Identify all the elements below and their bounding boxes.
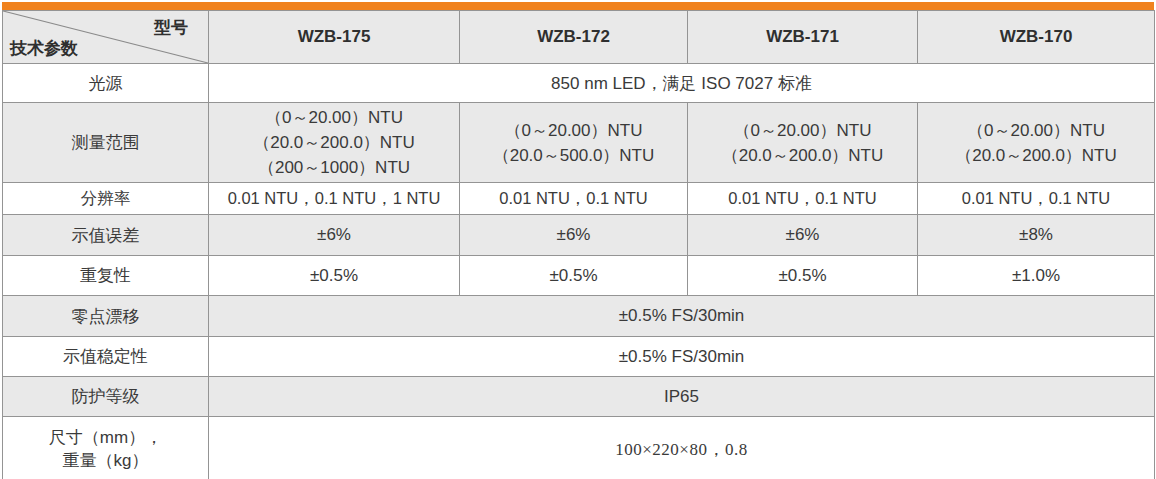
measure-range-wzb-175: （0～20.00）NTU （20.0～200.0）NTU （200～1000）N… bbox=[209, 103, 460, 183]
repeatability-wzb-175: ±0.5% bbox=[209, 256, 460, 296]
row-label: 防护等级 bbox=[3, 377, 209, 417]
row-label: 重复性 bbox=[3, 256, 209, 296]
row-protection-rating: 防护等级 IP65 bbox=[3, 377, 1155, 417]
resolution-wzb-171: 0.01 NTU，0.1 NTU bbox=[688, 183, 918, 215]
row-light-source: 光源 850 nm LED，满足 ISO 7027 标准 bbox=[3, 64, 1155, 103]
row-label: 测量范围 bbox=[3, 103, 209, 183]
indication-error-wzb-172: ±6% bbox=[460, 215, 688, 256]
repeatability-wzb-170: ±1.0% bbox=[918, 256, 1155, 296]
resolution-wzb-170: 0.01 NTU，0.1 NTU bbox=[918, 183, 1155, 215]
indication-error-wzb-170: ±8% bbox=[918, 215, 1155, 256]
model-header-wzb-175: WZB-175 bbox=[209, 11, 460, 64]
row-label: 光源 bbox=[3, 64, 209, 103]
row-resolution: 分辨率 0.01 NTU，0.1 NTU，1 NTU 0.01 NTU，0.1 … bbox=[3, 183, 1155, 215]
corner-label-model: 型号 bbox=[154, 16, 188, 39]
row-repeatability: 重复性 ±0.5% ±0.5% ±0.5% ±1.0% bbox=[3, 256, 1155, 296]
indication-error-wzb-171: ±6% bbox=[688, 215, 918, 256]
resolution-wzb-172: 0.01 NTU，0.1 NTU bbox=[460, 183, 688, 215]
repeatability-wzb-172: ±0.5% bbox=[460, 256, 688, 296]
accent-top-bar bbox=[2, 2, 1154, 10]
technical-parameters-table: 型号 技术参数 WZB-175 WZB-172 WZB-171 WZB-170 … bbox=[2, 10, 1155, 479]
measure-range-wzb-171: （0～20.00）NTU （20.0～200.0）NTU bbox=[688, 103, 918, 183]
resolution-wzb-175: 0.01 NTU，0.1 NTU，1 NTU bbox=[209, 183, 460, 215]
row-label: 零点漂移 bbox=[3, 296, 209, 337]
model-header-wzb-170: WZB-170 bbox=[918, 11, 1155, 64]
row-label: 示值稳定性 bbox=[3, 337, 209, 377]
spec-sheet-page: 型号 技术参数 WZB-175 WZB-172 WZB-171 WZB-170 … bbox=[0, 0, 1156, 479]
measure-range-wzb-172: （0～20.00）NTU （20.0～500.0）NTU bbox=[460, 103, 688, 183]
row-label: 示值误差 bbox=[3, 215, 209, 256]
corner-header-cell: 型号 技术参数 bbox=[3, 11, 209, 64]
dimensions-weight-value: 100×220×80，0.8 bbox=[209, 417, 1155, 479]
corner-label-tech-params: 技术参数 bbox=[10, 37, 78, 60]
row-indication-error: 示值误差 ±6% ±6% ±6% ±8% bbox=[3, 215, 1155, 256]
row-zero-drift: 零点漂移 ±0.5% FS/30min bbox=[3, 296, 1155, 337]
row-measure-range: 测量范围 （0～20.00）NTU （20.0～200.0）NTU （200～1… bbox=[3, 103, 1155, 183]
row-dimensions-weight: 尺寸（mm）， 重量（kg） 100×220×80，0.8 bbox=[3, 417, 1155, 479]
table-header-row: 型号 技术参数 WZB-175 WZB-172 WZB-171 WZB-170 bbox=[3, 11, 1155, 64]
protection-rating-value: IP65 bbox=[209, 377, 1155, 417]
measure-range-wzb-170: （0～20.00）NTU （20.0～200.0）NTU bbox=[918, 103, 1155, 183]
light-source-value: 850 nm LED，满足 ISO 7027 标准 bbox=[209, 64, 1155, 103]
repeatability-wzb-171: ±0.5% bbox=[688, 256, 918, 296]
row-label: 分辨率 bbox=[3, 183, 209, 215]
row-label: 尺寸（mm）， 重量（kg） bbox=[3, 417, 209, 479]
zero-drift-value: ±0.5% FS/30min bbox=[209, 296, 1155, 337]
model-header-wzb-171: WZB-171 bbox=[688, 11, 918, 64]
indication-stability-value: ±0.5% FS/30min bbox=[209, 337, 1155, 377]
indication-error-wzb-175: ±6% bbox=[209, 215, 460, 256]
model-header-wzb-172: WZB-172 bbox=[460, 11, 688, 64]
row-indication-stability: 示值稳定性 ±0.5% FS/30min bbox=[3, 337, 1155, 377]
